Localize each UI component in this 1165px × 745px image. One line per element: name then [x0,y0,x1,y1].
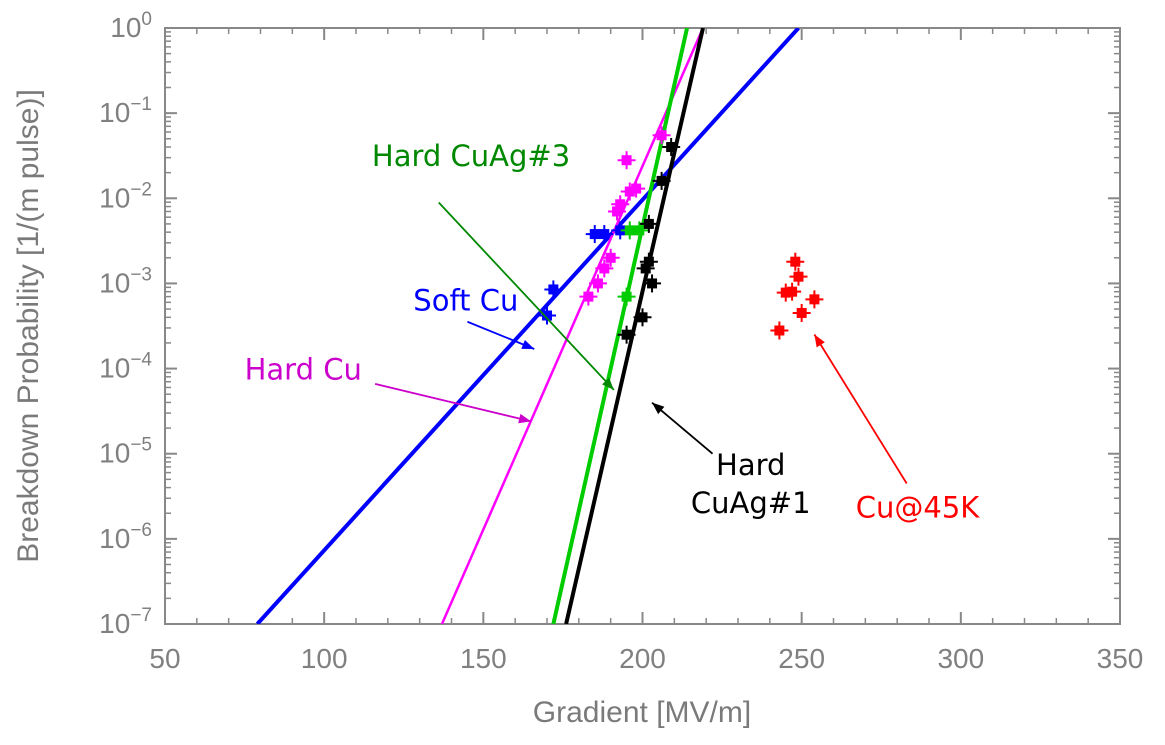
arrow-hard-cuag-1 [651,401,714,455]
point-soft-cu [589,229,600,240]
x-tick-label: 150 [460,643,507,674]
point-cu-45k [790,256,801,267]
point-hard-cu [605,252,616,263]
annotation-hard-cu: Hard Cu [245,353,362,387]
point-hard-cu [656,130,667,141]
fit-line-hard-cuag-3 [551,28,690,624]
arrowhead-hard-cuag-3 [602,377,614,390]
y-tick-label: 100 [110,9,152,43]
point-hard-cuag-3 [621,291,632,302]
point-hard-cuag-1 [640,263,651,274]
y-tick-label: 10−4 [99,350,152,384]
arrow-hard-cuag-3 [438,201,615,391]
point-hard-cu [592,278,603,289]
arrowhead-hard-cuag-1 [652,402,665,415]
point-cu-45k [809,294,820,305]
arrowhead-soft-cu [521,339,535,349]
fit-line-hard-cu [440,28,705,624]
x-tick-label: 250 [778,643,825,674]
point-cu-45k [793,271,804,282]
point-hard-cuag-1 [643,218,654,229]
point-hard-cuag-3 [634,225,645,236]
annotation-hard-cuag-3: Hard CuAg#3 [372,139,570,173]
arrow-cu-45k [813,334,908,484]
axis-ticks: 50 100 150 200 250 300 350 100 10−1 10−2 10−3 10−4 1… [99,9,1143,674]
arrowhead-cu-45k [814,334,825,348]
point-hard-cu [612,206,623,217]
fit-lines [255,28,800,624]
point-soft-cu [599,229,610,240]
arrowhead-hard-cu [518,413,532,424]
point-hard-cuag-1 [656,175,667,186]
y-axis-label: Breakdown Probability [1/(m pulse)] [12,89,45,563]
x-tick-label: 100 [301,643,348,674]
y-tick-label: 10−3 [99,264,152,298]
arrow-hard-cu [374,383,532,423]
x-tick-label: 200 [619,643,666,674]
point-hard-cuag-1 [647,278,658,289]
x-tick-label: 300 [937,643,984,674]
point-hard-cu [624,186,635,197]
point-hard-cu [583,291,594,302]
x-axis-label: Gradient [MV/m] [533,696,751,729]
data-points [538,126,824,344]
fit-line-soft-cu [255,28,800,624]
annotations: Hard CuAg#3 Soft Cu Hard Cu Hard CuAg#1 Cu@45… [245,139,981,525]
point-hard-cuag-1 [643,256,654,267]
point-cu-45k [774,325,785,336]
point-hard-cuag-3 [624,225,635,236]
annotation-cu-45k: Cu@45K [856,491,981,525]
fit-line-hard-cuag-1 [564,28,705,624]
point-soft-cu [548,284,559,295]
point-hard-cuag-1 [621,329,632,340]
y-tick-label: 10−1 [99,94,152,128]
annotation-soft-cu: Soft Cu [413,284,518,318]
y-tick-label: 10−6 [99,520,152,554]
annotation-hard-cuag-1: Hard CuAg#1 [691,448,811,520]
point-cu-45k [796,307,807,318]
y-tick-label: 10−2 [99,179,152,213]
point-soft-cu [615,225,626,236]
point-hard-cu [631,183,642,194]
point-hard-cuag-1 [637,312,648,323]
point-soft-cu [542,310,552,321]
y-tick-label: 10−7 [99,605,152,639]
point-hard-cuag-1 [666,142,677,153]
point-cu-45k [787,286,798,297]
point-hard-cu [621,155,632,166]
x-tick-label: 350 [1097,643,1144,674]
point-hard-cu [615,199,626,210]
y-tick-label: 10−5 [99,435,152,469]
point-hard-cu [599,263,610,274]
x-tick-label: 50 [149,643,180,674]
